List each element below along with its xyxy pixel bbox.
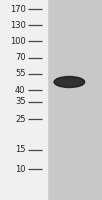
Ellipse shape	[60, 80, 77, 84]
Text: 70: 70	[15, 53, 26, 62]
Ellipse shape	[54, 76, 85, 88]
Text: 15: 15	[15, 146, 26, 154]
Text: 170: 170	[10, 4, 26, 14]
Text: 55: 55	[15, 70, 26, 78]
Text: 130: 130	[10, 21, 26, 29]
Text: 35: 35	[15, 98, 26, 106]
Text: 25: 25	[15, 114, 26, 123]
Bar	[0, 0, 47, 200]
Text: 10: 10	[15, 164, 26, 173]
Text: 40: 40	[15, 86, 26, 95]
Text: 100: 100	[10, 36, 26, 46]
